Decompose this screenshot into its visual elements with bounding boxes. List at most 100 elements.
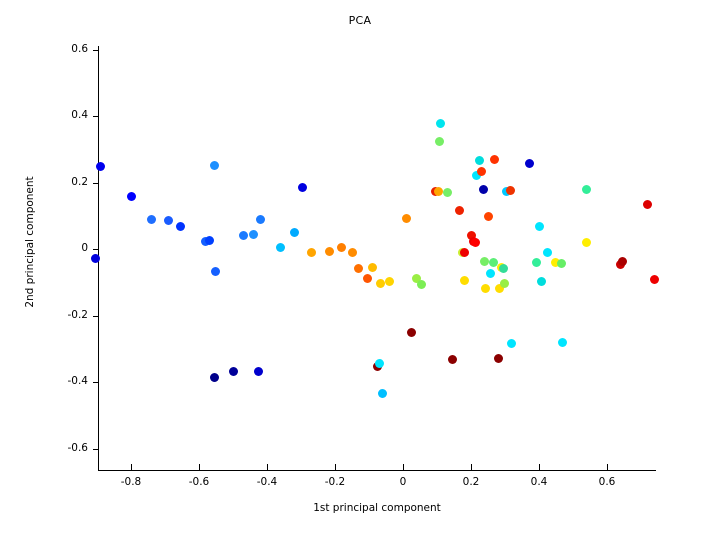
scatter-point	[325, 247, 335, 257]
scatter-point	[534, 221, 544, 231]
x-tick-label: -0.8	[120, 476, 142, 488]
y-tick	[93, 116, 99, 117]
x-tick	[539, 464, 540, 470]
scatter-point	[498, 264, 508, 274]
scatter-point	[447, 355, 457, 365]
scatter-point	[550, 258, 560, 268]
scatter-point	[543, 247, 552, 257]
scatter-point	[90, 254, 100, 264]
scatter-point	[433, 187, 443, 197]
scatter-point	[376, 279, 386, 289]
scatter-point	[537, 277, 547, 287]
scatter-point	[582, 237, 592, 247]
scatter-point	[210, 267, 220, 277]
page-title: PCA	[348, 14, 372, 27]
scatter-point	[248, 230, 258, 240]
scatter-point	[337, 242, 347, 252]
scatter-point	[483, 211, 493, 221]
y-tick-label: -0.6	[67, 441, 89, 454]
scatter-point	[417, 280, 427, 290]
x-tick-label: -0.2	[324, 476, 346, 488]
scatter-point	[209, 160, 219, 170]
scatter-point	[454, 206, 464, 216]
scatter-point	[298, 182, 308, 192]
scatter-point	[401, 213, 411, 223]
scatter-point	[378, 389, 388, 399]
scatter-point	[347, 248, 357, 258]
scatter-point	[374, 359, 384, 369]
scatter-point	[480, 257, 490, 267]
scatter-point	[471, 170, 481, 180]
scatter-point	[479, 185, 489, 195]
x-tick-label: 0.6	[598, 476, 616, 488]
scatter-point	[354, 263, 364, 273]
scatter-point	[362, 274, 372, 284]
scatter-point	[210, 372, 220, 382]
scatter-point	[126, 191, 136, 201]
scatter-point	[558, 337, 568, 347]
scatter-point	[475, 155, 484, 165]
scatter-point	[524, 158, 534, 168]
scatter-point	[146, 215, 156, 225]
y-tick-label: 0.4	[71, 109, 88, 121]
x-tick-label: -0.4	[256, 476, 278, 488]
scatter-point	[255, 215, 265, 225]
y-tick-label: 0.6	[71, 42, 88, 55]
x-tick	[335, 464, 336, 470]
y-tick	[93, 49, 99, 51]
y-tick	[93, 182, 99, 184]
scatter-point	[254, 367, 263, 377]
y-axis-label: 2nd principal component	[24, 176, 36, 308]
y-tick-label: 0	[81, 242, 88, 254]
scatter-point	[460, 247, 470, 257]
y-tick	[93, 382, 99, 383]
scatter-point	[435, 137, 445, 147]
scatter-point	[163, 216, 173, 226]
scatter-point	[531, 258, 541, 268]
scatter-point	[507, 339, 517, 349]
scatter-point	[306, 248, 316, 258]
scatter-point	[505, 186, 515, 196]
scatter-point	[477, 167, 487, 177]
y-tick-label: 0.2	[71, 175, 88, 188]
scatter-point	[435, 118, 445, 128]
scatter-point	[289, 227, 299, 237]
scatter-point	[367, 262, 377, 272]
scatter-point	[643, 200, 653, 210]
scatter-point	[481, 284, 491, 294]
scatter-point	[490, 155, 500, 165]
x-tick	[607, 464, 608, 470]
scatter-point	[459, 276, 469, 286]
y-tick	[93, 249, 99, 250]
scatter-point	[617, 257, 627, 267]
x-tick	[471, 464, 472, 470]
scatter-point	[486, 269, 496, 279]
x-tick-label: -0.6	[188, 476, 210, 488]
scatter-point	[499, 279, 509, 289]
scatter-point	[493, 354, 503, 364]
x-axis-label: 1st principal component	[313, 502, 441, 514]
scatter-point	[95, 162, 105, 172]
scatter-point	[495, 284, 505, 294]
scatter-point	[384, 277, 394, 287]
x-tick	[199, 464, 200, 470]
y-tick-label: -0.2	[67, 308, 89, 321]
scatter-point	[442, 187, 452, 197]
x-tick	[131, 464, 132, 470]
scatter-point	[650, 275, 660, 285]
x-tick	[403, 464, 404, 470]
x-tick	[267, 464, 268, 470]
y-tick	[93, 448, 99, 450]
x-axis-line	[98, 470, 656, 471]
scatter-point	[488, 258, 498, 268]
scatter-point	[229, 366, 239, 376]
scatter-point	[204, 235, 214, 245]
x-tick-label: 0.4	[530, 476, 548, 488]
x-tick-label: 0.2	[462, 476, 480, 488]
y-tick	[93, 315, 99, 317]
scatter-point	[407, 327, 416, 337]
scatter-point	[470, 238, 480, 248]
scatter-point	[466, 231, 476, 241]
scatter-point	[556, 259, 566, 269]
